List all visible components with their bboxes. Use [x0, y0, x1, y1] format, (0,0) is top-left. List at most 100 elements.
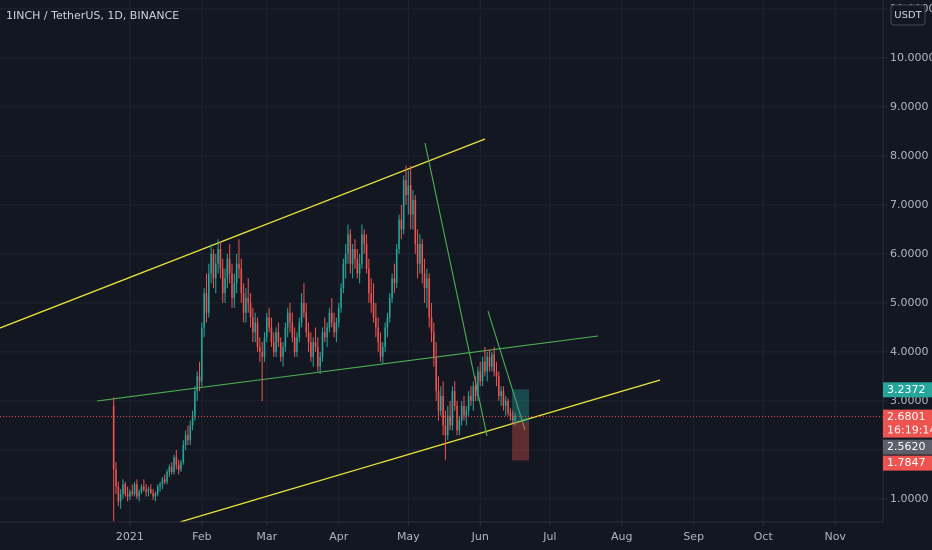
- candle-body: [398, 219, 400, 249]
- candle-body: [201, 327, 203, 382]
- candle-body: [177, 464, 180, 470]
- candle-body: [122, 484, 124, 495]
- candle-body: [279, 342, 282, 357]
- candle-body: [384, 327, 386, 348]
- candle-body: [203, 293, 205, 328]
- y-tick-label: 6.0000: [890, 247, 929, 260]
- candle-body: [484, 361, 486, 372]
- candle-body: [284, 327, 287, 348]
- candle-body: [460, 405, 463, 421]
- candle-body: [286, 312, 289, 328]
- candle-body: [182, 445, 185, 463]
- candle-body: [256, 322, 259, 348]
- candle-body: [198, 376, 201, 382]
- candle-body: [495, 371, 498, 377]
- price-label: 3.2372: [887, 383, 926, 396]
- candle-body: [511, 416, 514, 421]
- candle-body: [115, 469, 117, 487]
- x-tick-label: Jun: [471, 530, 489, 543]
- candle-body: [149, 489, 152, 494]
- candle-body: [372, 302, 375, 318]
- candle-body: [402, 180, 405, 230]
- candle-body: [117, 486, 120, 502]
- candle-body: [435, 356, 437, 392]
- candle-body: [381, 347, 384, 357]
- drawings: [0, 138, 661, 523]
- x-tick-label: Apr: [329, 530, 349, 543]
- candles: [112, 165, 516, 522]
- price-label: 1.7847: [887, 456, 926, 469]
- candle-body: [233, 283, 236, 299]
- x-tick-label: May: [397, 530, 420, 543]
- candle-body: [421, 244, 424, 274]
- candle-body: [474, 386, 477, 397]
- candle-body: [391, 278, 393, 299]
- candle-body: [180, 462, 182, 470]
- candle-body: [444, 425, 447, 436]
- price-label-box: [883, 409, 932, 438]
- candle-body: [245, 298, 247, 313]
- candle-body: [463, 405, 465, 416]
- candle-body: [226, 258, 229, 279]
- candle-body: [442, 396, 444, 426]
- candle-body: [472, 386, 475, 401]
- candle-body: [231, 273, 233, 299]
- candle-body: [456, 405, 458, 431]
- currency-box[interactable]: [890, 4, 926, 26]
- candle-body: [423, 273, 426, 289]
- x-tick-label: 2021: [116, 530, 144, 543]
- candle-body: [337, 307, 340, 323]
- candle-body: [224, 278, 226, 294]
- candle-body: [354, 248, 356, 259]
- candle-body: [252, 317, 254, 333]
- candle-body: [189, 425, 192, 441]
- candle-body: [159, 484, 161, 487]
- candle-body: [386, 317, 389, 328]
- candle-body: [493, 354, 495, 372]
- candle-body: [349, 234, 352, 264]
- candle-body: [500, 391, 502, 397]
- candle-body: [375, 317, 377, 328]
- candle-body: [156, 486, 159, 495]
- candle-body: [342, 263, 345, 289]
- candle-body: [330, 312, 333, 323]
- candle-body: [275, 332, 277, 352]
- candle-body: [124, 484, 127, 495]
- candle-body: [409, 185, 412, 215]
- candle-body: [514, 416, 516, 421]
- candle-body: [303, 302, 305, 313]
- y-tick-label: 4.0000: [890, 345, 929, 358]
- price-label-box: [883, 382, 932, 398]
- candle-body: [486, 356, 489, 372]
- candle-body: [347, 234, 349, 254]
- candle-body: [451, 391, 454, 426]
- candle-body: [249, 302, 252, 318]
- candle-body: [145, 489, 147, 492]
- stop-zone: [512, 422, 530, 461]
- y-tick-label: 9.0000: [890, 100, 929, 113]
- candle-body: [196, 376, 199, 392]
- candle-body: [416, 244, 419, 264]
- candle-body: [228, 258, 231, 274]
- candle-body: [194, 391, 196, 416]
- candle-body: [221, 268, 224, 294]
- candle-body: [161, 479, 164, 485]
- candle-body: [365, 244, 368, 269]
- candle-body: [263, 337, 266, 357]
- candle-body: [504, 400, 507, 406]
- candle-body: [388, 298, 391, 318]
- candle-body: [219, 248, 222, 269]
- candle-body: [259, 347, 261, 352]
- candle-body: [344, 253, 347, 264]
- candle-body: [458, 420, 461, 431]
- candle-body: [312, 342, 315, 357]
- overlay: [0, 389, 883, 461]
- candle-body: [261, 351, 263, 357]
- candle-body: [379, 342, 382, 357]
- x-tick-label: Jul: [542, 530, 556, 543]
- candle-body: [497, 376, 500, 397]
- candle-body: [335, 322, 338, 333]
- currency: USDT: [894, 10, 922, 21]
- candle-body: [133, 484, 136, 495]
